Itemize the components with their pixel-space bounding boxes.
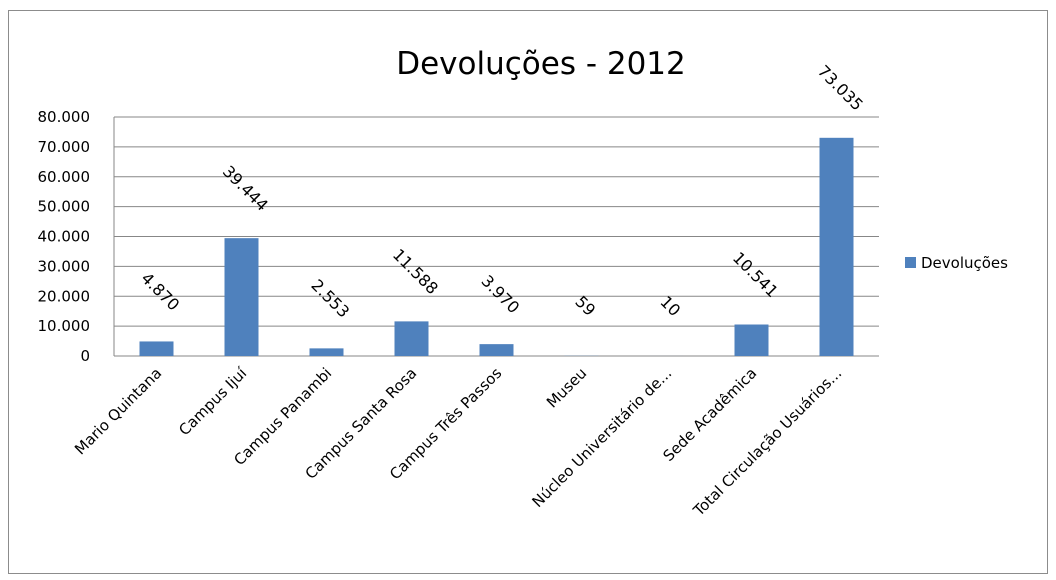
y-tick-label: 40.000 [38, 228, 91, 246]
bar [479, 344, 514, 356]
legend-swatch [905, 257, 916, 268]
legend: Devoluções [905, 254, 1008, 272]
legend-label: Devoluções [921, 254, 1008, 272]
data-label: 73.035 [814, 61, 867, 114]
bar [734, 324, 769, 356]
data-label: 2.553 [307, 276, 353, 322]
chart-frame: Devoluções - 2012 0 10.000 20.000 30.000 40.… [8, 10, 1048, 574]
data-label: 3.970 [477, 271, 523, 317]
chart-title: Devoluções - 2012 [396, 46, 686, 82]
y-tick-label: 10.000 [38, 317, 91, 335]
data-label: 10.541 [729, 248, 782, 301]
x-tick-label: Campus Ijuí [175, 364, 251, 440]
bar [224, 238, 259, 356]
data-label: 11.588 [389, 245, 442, 298]
x-tick-label: Núcleo Universitário de... [529, 364, 676, 511]
bars [139, 137, 854, 356]
x-tick-label: Mario Quintana [71, 364, 165, 458]
y-axis-tick-labels: 0 10.000 20.000 30.000 40.000 50.000 60.000 70.… [38, 108, 91, 365]
chart-svg: Devoluções - 2012 0 10.000 20.000 30.000 40.… [38, 46, 1009, 521]
bar [394, 321, 429, 356]
x-tick-label: Sede Acadêmica [659, 364, 760, 465]
x-tick-label: Museu [543, 364, 590, 411]
bar [309, 348, 344, 356]
y-tick-label: 60.000 [38, 168, 91, 186]
bar [139, 341, 174, 356]
y-tick-label: 30.000 [38, 257, 91, 275]
x-tick-label: Total Circulação Usuários... [689, 364, 845, 520]
bar [819, 137, 854, 356]
y-tick-label: 20.000 [38, 287, 91, 305]
y-tick-label: 50.000 [38, 198, 91, 216]
y-tick-label: 0 [80, 347, 90, 365]
data-label: 4.870 [137, 269, 183, 315]
y-tick-label: 70.000 [38, 138, 91, 156]
y-tick-label: 80.000 [38, 108, 91, 126]
